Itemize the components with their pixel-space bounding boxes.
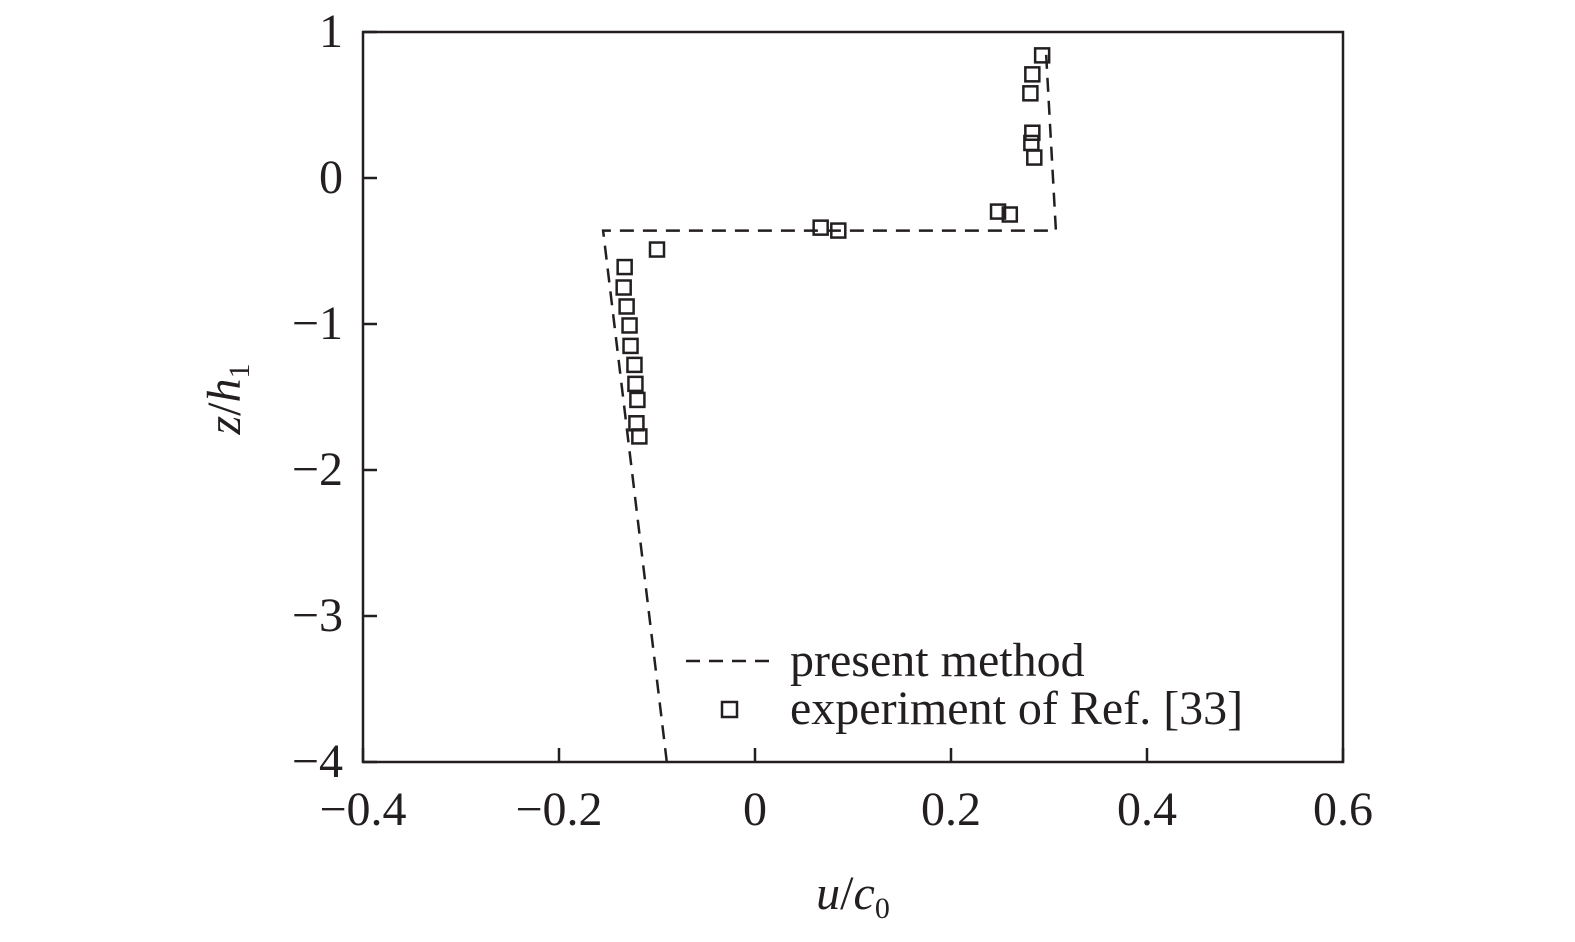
experiment-point bbox=[989, 203, 1007, 220]
experiment-point bbox=[830, 222, 847, 239]
experiment-point bbox=[622, 337, 639, 355]
x-axis-label: u/c0 bbox=[816, 867, 890, 925]
experiment-point bbox=[615, 279, 632, 296]
experiment-point bbox=[631, 428, 648, 445]
experiment-point bbox=[618, 298, 635, 315]
x-tick-label: 0 bbox=[743, 783, 767, 836]
series-line-present-method bbox=[601, 53, 1058, 763]
experiment-point bbox=[812, 219, 829, 236]
x-tick-label: 0.6 bbox=[1313, 783, 1373, 836]
y-tick-label: −2 bbox=[292, 443, 343, 496]
legend-square-swatch bbox=[720, 700, 739, 719]
experiment-point bbox=[629, 391, 646, 409]
experiment-point bbox=[1001, 206, 1019, 223]
y-tick-label: 1 bbox=[319, 5, 343, 58]
experiment-point bbox=[648, 241, 666, 258]
legend-label-experiment: experiment of Ref. [33] bbox=[790, 682, 1243, 735]
x-tick-label: −0.4 bbox=[319, 783, 406, 836]
x-tick-label: −0.2 bbox=[515, 783, 602, 836]
x-tick-label: 0.2 bbox=[921, 783, 981, 836]
experiment-point bbox=[1024, 66, 1041, 83]
y-tick-label: −3 bbox=[292, 589, 343, 642]
plot-frame bbox=[361, 30, 1345, 764]
experiment-point bbox=[621, 317, 638, 334]
x-tick-label: 0.4 bbox=[1117, 783, 1177, 836]
axis-ticks bbox=[361, 30, 1345, 764]
legend-label-present-method: present method bbox=[790, 634, 1085, 687]
experiment-point bbox=[1026, 149, 1043, 166]
experiment-point bbox=[1033, 47, 1051, 64]
experiment-point bbox=[616, 258, 633, 276]
y-tick-label: 0 bbox=[319, 151, 343, 204]
series-layer bbox=[601, 47, 1058, 763]
y-tick-label: −4 bbox=[292, 735, 343, 788]
experiment-point bbox=[626, 356, 643, 374]
x-tick-labels: −0.4 −0.2 0 0.2 0.4 0.6 bbox=[319, 783, 1373, 836]
legend: present method experiment of Ref. [33] bbox=[686, 634, 1243, 735]
y-tick-label: −1 bbox=[292, 297, 343, 350]
experiment-point bbox=[1024, 124, 1041, 141]
experiment-point bbox=[1022, 85, 1039, 102]
experiment-point bbox=[627, 375, 644, 393]
y-tick-labels: 1 0 −1 −2 −3 −4 bbox=[292, 5, 343, 788]
y-axis-label: z/h1 bbox=[198, 363, 256, 435]
